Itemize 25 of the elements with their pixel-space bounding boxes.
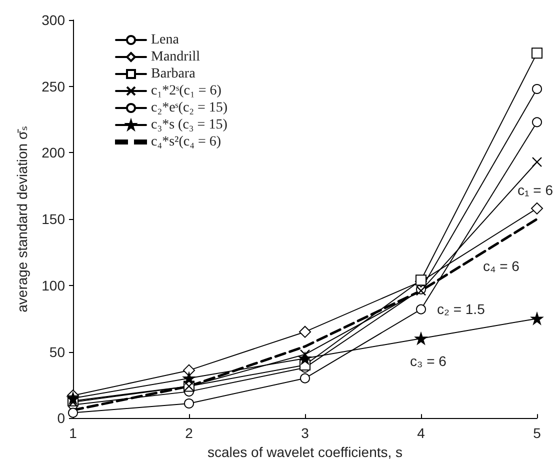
y-tick-label: 250 xyxy=(42,78,66,94)
x-tick-label: 3 xyxy=(301,425,310,442)
y-tick-label: 50 xyxy=(49,344,66,360)
x-tick-label: 2 xyxy=(185,425,194,442)
annotation: c₁ = 6 xyxy=(518,182,554,198)
y-axis-title: average standard deviation σ̄ₛ xyxy=(14,126,30,312)
x-tick-label: 1 xyxy=(69,425,78,442)
legend-label: c₄*s²(c₄ = 6) xyxy=(151,134,222,150)
legend-label: Lena xyxy=(151,32,180,48)
y-tick-label: 200 xyxy=(42,144,66,161)
annotation: c₂ = 1.5 xyxy=(437,301,486,317)
y-tick-label: 0 xyxy=(57,410,66,426)
legend-label: c₂*eˢ(c₂ = 15) xyxy=(151,100,228,116)
y-tick-label: 300 xyxy=(42,12,66,28)
legend-label: c₃*s (c₃ = 15) xyxy=(151,118,228,132)
y-tick-label: 150 xyxy=(42,211,66,228)
annotation: c₃ = 6 xyxy=(410,353,447,369)
x-axis-title: scales of wavelet coefficients, s xyxy=(207,444,403,460)
legend-label: Mandrill xyxy=(151,50,200,64)
x-tick-label: 5 xyxy=(533,425,542,442)
y-tick-label: 100 xyxy=(42,277,66,294)
x-tick-label: 4 xyxy=(417,425,426,442)
legend-label: c₁*2ˢ(c₁ = 6) xyxy=(151,84,222,98)
annotation: c₄ = 6 xyxy=(483,258,520,274)
legend-label: Barbara xyxy=(151,66,196,82)
